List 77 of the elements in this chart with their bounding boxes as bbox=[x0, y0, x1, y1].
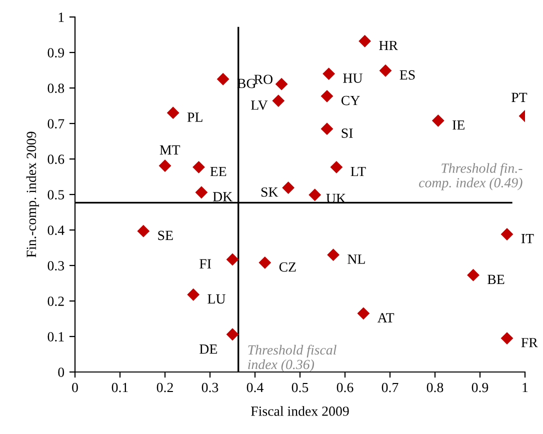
y-axis-title: Fin.-comp. index 2009 bbox=[26, 132, 39, 258]
point bbox=[226, 253, 239, 266]
annotation: CY bbox=[341, 96, 360, 106]
y-tick-label: 0.9 bbox=[48, 48, 64, 58]
point bbox=[166, 106, 180, 120]
annotation: PL bbox=[187, 112, 202, 122]
point bbox=[258, 256, 272, 269]
point bbox=[330, 160, 343, 174]
annotation: DK bbox=[212, 192, 232, 202]
annotation: RO bbox=[254, 74, 272, 84]
y-tick-label: 0.2 bbox=[48, 296, 64, 306]
point bbox=[137, 224, 150, 238]
point bbox=[192, 160, 205, 174]
x-tick-label: 0.6 bbox=[336, 382, 354, 392]
point bbox=[357, 307, 370, 320]
annotation: FI bbox=[200, 259, 212, 268]
ref-line-label: Threshold fin.- comp. index (0.49) bbox=[419, 162, 522, 190]
point bbox=[275, 78, 288, 90]
point bbox=[320, 122, 334, 136]
annotation: EE bbox=[210, 166, 226, 176]
annotation: LT bbox=[350, 166, 366, 176]
point bbox=[432, 114, 444, 127]
y-tick-label: 0.1 bbox=[48, 332, 64, 342]
annotation: SI bbox=[342, 128, 353, 138]
x-tick-label: 0.8 bbox=[426, 382, 444, 392]
point bbox=[500, 228, 514, 240]
y-tick-label: 1 bbox=[58, 12, 64, 22]
x-axis-title: Fiscal index 2009 bbox=[251, 406, 349, 416]
y-tick-label: 0 bbox=[58, 368, 64, 377]
x-tick-label: 0.3 bbox=[202, 382, 218, 392]
annotation: SE bbox=[158, 230, 173, 240]
point bbox=[322, 68, 336, 80]
annotation: ES bbox=[400, 70, 415, 80]
y-tick-label: 0.6 bbox=[48, 154, 64, 164]
point bbox=[195, 186, 208, 199]
annotation: LV bbox=[251, 100, 268, 110]
annotation: LU bbox=[208, 294, 226, 304]
point bbox=[282, 182, 295, 194]
x-tick-label: 1 bbox=[522, 382, 528, 392]
annotation: PT bbox=[512, 92, 528, 102]
point bbox=[500, 332, 514, 344]
x-tick-label: 0.2 bbox=[156, 382, 173, 392]
annotation: IE bbox=[452, 120, 464, 130]
x-tick-label: 0.9 bbox=[472, 382, 488, 392]
ref-line-label: Threshold fiscal index (0.36) bbox=[248, 344, 336, 372]
point bbox=[379, 64, 392, 77]
y-tick-label: 0.5 bbox=[48, 190, 64, 200]
annotation: BE bbox=[488, 274, 504, 284]
annotation: CZ bbox=[279, 262, 296, 272]
annotation: IT bbox=[521, 234, 534, 244]
point bbox=[308, 188, 322, 202]
annotation: SK bbox=[261, 187, 278, 197]
point bbox=[158, 160, 172, 172]
y-tick-label: 0.7 bbox=[48, 119, 64, 129]
point bbox=[226, 328, 239, 341]
annotation: FR bbox=[521, 338, 538, 348]
point bbox=[272, 94, 285, 107]
point bbox=[320, 90, 334, 102]
annotation: HR bbox=[379, 40, 398, 50]
annotation: AT bbox=[377, 313, 394, 322]
point bbox=[327, 248, 340, 262]
x-tick-label: 0.5 bbox=[292, 382, 308, 392]
x-tick-label: 0.4 bbox=[246, 382, 264, 392]
annotation: MT bbox=[160, 145, 180, 154]
point bbox=[358, 34, 372, 48]
y-tick-label: 0.8 bbox=[48, 84, 64, 94]
y-tick-label: 0.3 bbox=[48, 261, 64, 271]
x-tick-label: 0 bbox=[72, 382, 78, 392]
point bbox=[467, 268, 480, 282]
point bbox=[187, 288, 200, 301]
y-tick-label: 0.4 bbox=[48, 226, 64, 236]
annotation: DE bbox=[200, 344, 217, 354]
x-tick-label: 0.7 bbox=[382, 382, 398, 392]
point bbox=[216, 72, 230, 86]
x-tick-label: 0.1 bbox=[112, 382, 128, 392]
annotation: NL bbox=[348, 254, 365, 264]
annotation: HU bbox=[343, 74, 362, 83]
